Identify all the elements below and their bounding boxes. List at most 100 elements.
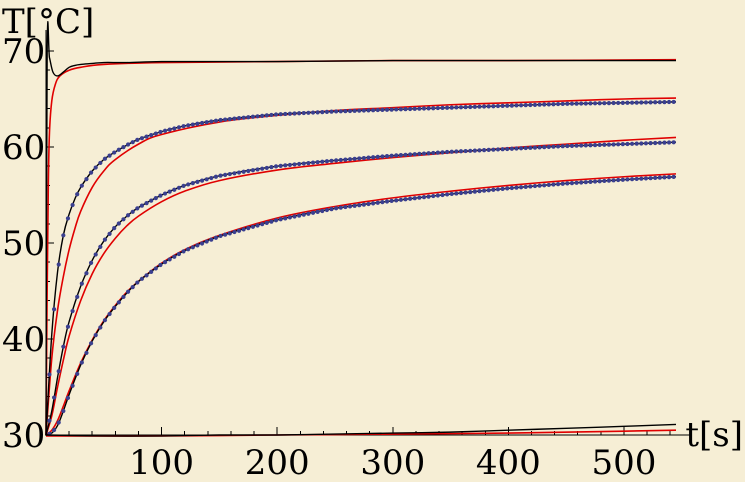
data-point	[306, 160, 311, 166]
data-point	[292, 111, 297, 116]
data-point	[176, 125, 182, 130]
data-point	[223, 232, 228, 237]
data-point	[394, 198, 399, 203]
data-point	[61, 408, 66, 414]
data-point	[472, 189, 477, 194]
data-point	[560, 181, 565, 186]
data-point	[648, 141, 653, 146]
data-point	[505, 186, 510, 191]
data-point	[223, 172, 228, 177]
data-point	[88, 260, 94, 265]
data-point	[167, 257, 172, 262]
data-point	[112, 305, 117, 310]
data-point	[250, 168, 256, 173]
data-point	[352, 108, 357, 113]
data-point	[643, 100, 649, 105]
data-point	[315, 110, 320, 115]
data-point	[597, 142, 602, 148]
data-point	[287, 162, 293, 168]
data-point	[79, 281, 84, 286]
data-point	[528, 184, 533, 189]
data-point	[588, 179, 593, 184]
model-curve	[45, 173, 677, 436]
data-point	[167, 189, 172, 194]
data-point	[324, 159, 329, 164]
data-point	[560, 101, 565, 107]
data-point	[412, 152, 417, 157]
data-point	[167, 127, 172, 132]
data-point	[269, 219, 274, 224]
data-point	[629, 177, 635, 182]
data-point	[639, 176, 644, 181]
data-point	[130, 285, 135, 290]
data-point	[334, 206, 339, 211]
data-point	[537, 145, 542, 150]
data-point	[486, 147, 491, 152]
data-point	[79, 360, 84, 365]
data-point	[611, 142, 616, 147]
data-point	[431, 150, 436, 156]
data-point	[555, 144, 561, 149]
data-point	[431, 193, 436, 199]
data-point	[431, 106, 436, 111]
data-point	[454, 149, 459, 154]
data-point	[569, 143, 575, 148]
data-point	[338, 157, 343, 163]
data-point	[458, 149, 464, 154]
y-tick-label: 50	[2, 224, 45, 264]
measured-points	[47, 99, 676, 377]
data-point	[264, 165, 269, 171]
measured-curve	[45, 101, 677, 436]
data-point	[310, 160, 316, 165]
data-point	[347, 108, 353, 114]
data-point	[389, 107, 394, 112]
data-point	[449, 191, 454, 197]
data-point	[495, 187, 501, 192]
data-point	[227, 231, 232, 236]
data-point	[408, 196, 413, 201]
data-point	[329, 158, 334, 163]
data-point	[320, 208, 325, 214]
data-point	[523, 184, 528, 189]
data-point	[653, 140, 658, 146]
data-point	[334, 158, 339, 163]
data-point	[569, 101, 575, 106]
data-point	[551, 182, 556, 187]
data-point	[250, 114, 256, 119]
data-point	[172, 126, 177, 131]
data-point	[343, 204, 348, 210]
data-point	[116, 221, 121, 226]
data-point	[445, 105, 450, 110]
x-tick-label: 100	[129, 443, 194, 482]
data-point	[583, 143, 588, 148]
data-point	[125, 142, 131, 147]
data-point	[366, 155, 371, 160]
data-point	[139, 203, 145, 208]
data-point	[149, 269, 154, 274]
data-point	[528, 145, 533, 150]
data-point	[213, 118, 219, 123]
data-point	[454, 105, 459, 110]
data-point	[611, 178, 616, 183]
measured-curve	[45, 141, 677, 436]
y-axis-label: T[°C]	[2, 2, 94, 42]
data-point	[574, 180, 579, 185]
data-point	[75, 294, 80, 299]
data-point	[176, 251, 182, 257]
data-point	[213, 235, 219, 240]
data-point	[232, 229, 237, 235]
data-point	[241, 227, 246, 232]
data-point	[491, 104, 496, 109]
data-point	[144, 134, 149, 139]
data-point	[398, 197, 403, 202]
data-point	[75, 192, 80, 197]
data-point	[477, 148, 482, 153]
data-point	[61, 233, 66, 238]
data-point	[482, 188, 487, 193]
data-point	[310, 110, 316, 115]
data-point	[514, 185, 519, 190]
data-point	[472, 148, 477, 153]
data-point	[468, 104, 473, 110]
data-point	[537, 183, 542, 188]
data-point	[435, 105, 440, 111]
